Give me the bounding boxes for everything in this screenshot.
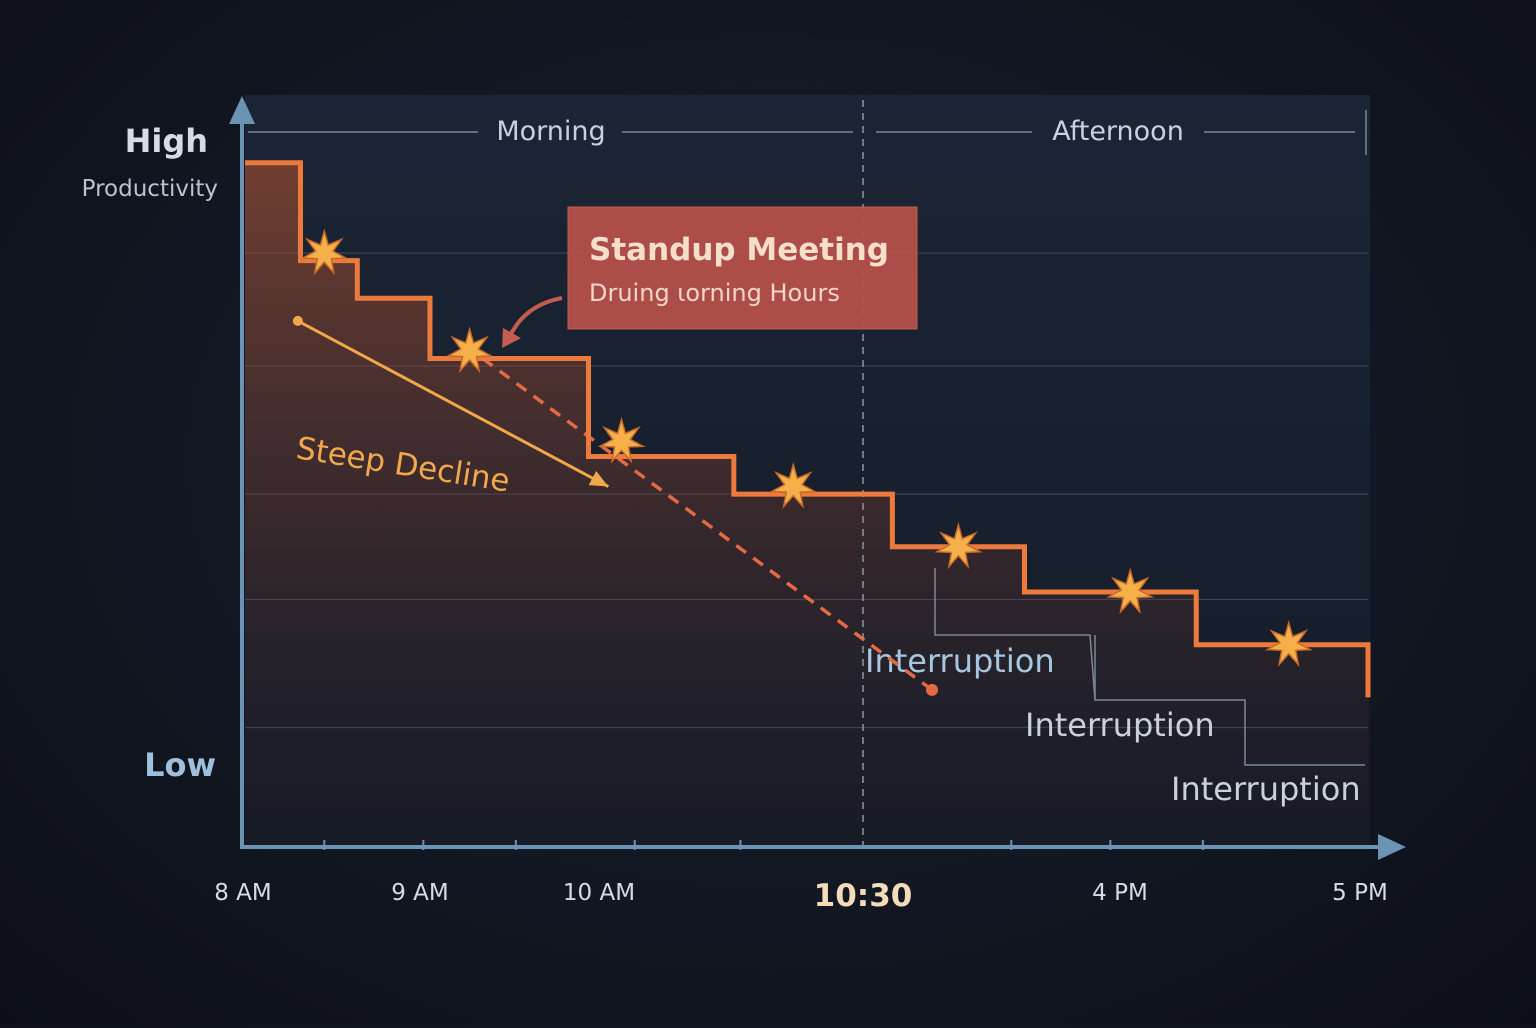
productivity-area bbox=[245, 162, 1368, 848]
axes bbox=[229, 96, 1406, 860]
trend-line bbox=[481, 357, 934, 692]
x-axis-arrow-icon bbox=[1378, 834, 1406, 860]
x-tick-label-highlight: 10:30 bbox=[814, 878, 913, 914]
interruption-brackets bbox=[934, 568, 1365, 766]
decline-arrowhead-icon bbox=[588, 471, 609, 487]
interruption-burst-icon bbox=[597, 416, 646, 464]
interruption-burst-icon bbox=[300, 228, 349, 276]
callout-title: Standup Meeting bbox=[589, 232, 889, 268]
callout-subtitle: Druing ɩorning Hours bbox=[589, 279, 840, 307]
period-header: Morning Afternoon bbox=[248, 110, 1367, 155]
callout-arrowhead-icon bbox=[502, 328, 521, 348]
productivity-line bbox=[245, 160, 1371, 698]
interruption-burst-icon bbox=[1105, 567, 1155, 615]
bracket-line bbox=[1094, 635, 1365, 766]
interruption-burst-icon bbox=[769, 461, 818, 509]
interruption-label: Interruption bbox=[1025, 706, 1215, 744]
x-tick-label: 4 PM bbox=[1092, 880, 1148, 906]
bracket-line bbox=[934, 568, 1096, 701]
interruption-markers bbox=[300, 228, 1313, 668]
interruption-burst-icon bbox=[445, 326, 494, 374]
callout-pointer bbox=[508, 296, 563, 337]
y-label-high: High bbox=[125, 122, 208, 160]
x-tick-labels: 8 AM 9 AM 10 AM 10:30 4 PM 5 PM bbox=[214, 878, 1388, 914]
x-tick-label: 9 AM bbox=[391, 880, 449, 906]
period-label-afternoon: Afternoon bbox=[1052, 116, 1184, 147]
interruption-burst-icon bbox=[1264, 619, 1313, 668]
interruption-label: Interruption bbox=[865, 642, 1055, 680]
trend-end-point bbox=[926, 683, 939, 696]
decline-line bbox=[297, 319, 610, 488]
x-tick-label: 10 AM bbox=[563, 880, 635, 906]
interruption-burst-icon bbox=[934, 522, 983, 570]
interruption-label: Interruption bbox=[1171, 770, 1361, 808]
x-tick-label: 8 AM bbox=[214, 880, 272, 906]
y-label-productivity: Productivity bbox=[82, 176, 218, 202]
x-minor-ticks bbox=[323, 840, 1204, 850]
y-label-low: Low bbox=[144, 746, 216, 784]
y-axis-arrow-icon bbox=[229, 96, 255, 124]
x-tick-label: 5 PM bbox=[1332, 880, 1388, 906]
decline-start-point bbox=[292, 315, 303, 326]
standup-callout: Standup Meeting Druing ɩorning Hours bbox=[502, 206, 918, 348]
callout-box bbox=[567, 206, 918, 330]
period-label-morning: Morning bbox=[496, 116, 605, 147]
steep-decline-arrow bbox=[292, 315, 610, 488]
